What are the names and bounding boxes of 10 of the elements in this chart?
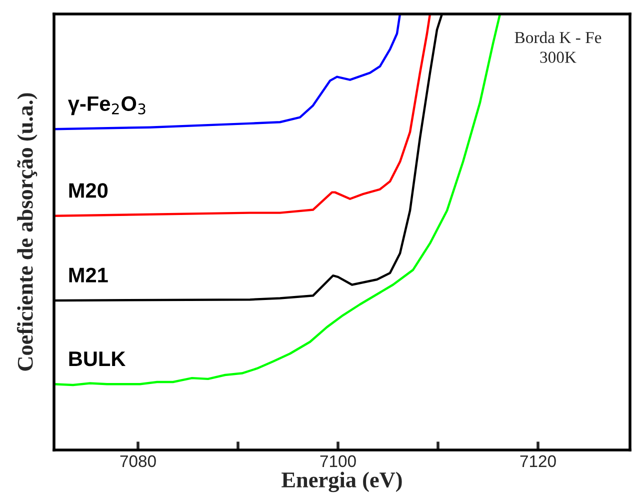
x-axis-title: Energia (eV) [282, 472, 402, 492]
x-tick-label: 7120 [520, 455, 556, 468]
series-label: BULK [69, 352, 126, 366]
series-label: M20 [69, 183, 108, 198]
x-tick-label: 7100 [320, 455, 356, 468]
series-label: γ-Fe$_{2}$O$_{3}$ [68, 96, 146, 116]
annotation: Borda K - Fe 300K [514, 31, 602, 63]
y-axis-title: Coeficiente de absorção (u.a.) [16, 93, 38, 371]
x-tick-label: 7080 [120, 455, 156, 468]
series-label: M21 [69, 268, 108, 282]
